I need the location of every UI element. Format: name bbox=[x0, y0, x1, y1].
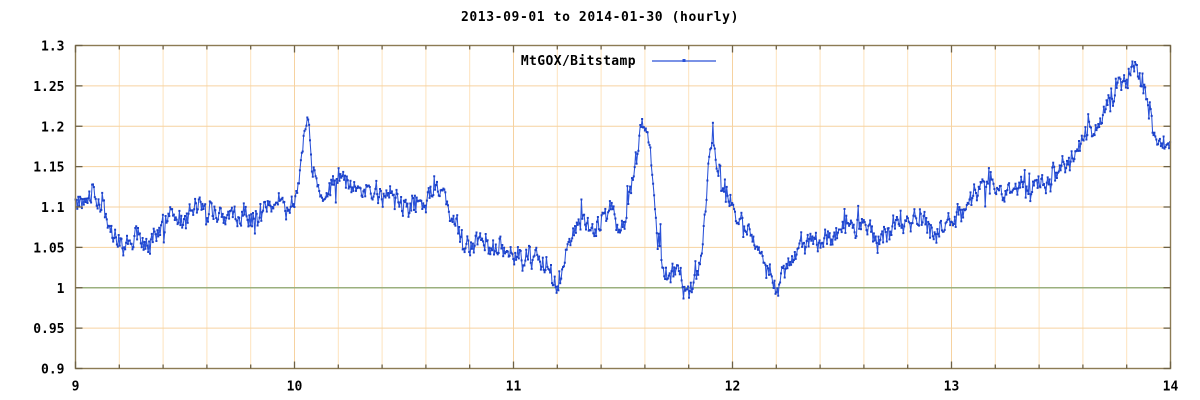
y-axis-tick-label: 1 bbox=[57, 282, 65, 297]
x-axis-tick-label: 13 bbox=[944, 380, 960, 395]
y-axis-tick-label: 1.3 bbox=[41, 40, 64, 55]
y-axis-tick-label: 0.9 bbox=[41, 363, 64, 378]
y-axis-tick-label: 1.25 bbox=[33, 80, 64, 95]
chart-title: 2013-09-01 to 2014-01-30 (hourly) bbox=[460, 10, 740, 25]
y-axis-tick-label: 1.15 bbox=[33, 161, 64, 176]
y-axis-tick-labels: 0.9 0.95 1 1.05 1.1 1.15 1.2 1.25 1.3 bbox=[33, 40, 64, 378]
x-axis-tick-label: 9 bbox=[72, 380, 80, 395]
x-axis-tick-label: 11 bbox=[506, 380, 522, 395]
y-axis-tick-label: 1.05 bbox=[33, 241, 64, 256]
gridlines-major bbox=[75, 45, 1171, 369]
y-axis-tick-label: 1.2 bbox=[41, 120, 64, 135]
legend-point-sample bbox=[682, 59, 686, 62]
tick-marks bbox=[74, 44, 1172, 370]
y-axis-tick-label: 0.95 bbox=[33, 322, 64, 337]
x-axis-tick-label: 10 bbox=[287, 380, 303, 395]
x-axis-tick-label: 14 bbox=[1163, 380, 1179, 395]
x-axis-tick-label: 12 bbox=[725, 380, 741, 395]
data-series-mtgox-bitstamp bbox=[74, 60, 1172, 300]
legend-label: MtGOX/Bitstamp bbox=[521, 54, 636, 69]
x-axis-tick-labels: 9 10 11 12 13 14 bbox=[72, 380, 1179, 395]
y-axis-tick-label: 1.1 bbox=[41, 201, 65, 216]
chart-legend: MtGOX/Bitstamp bbox=[521, 54, 716, 69]
